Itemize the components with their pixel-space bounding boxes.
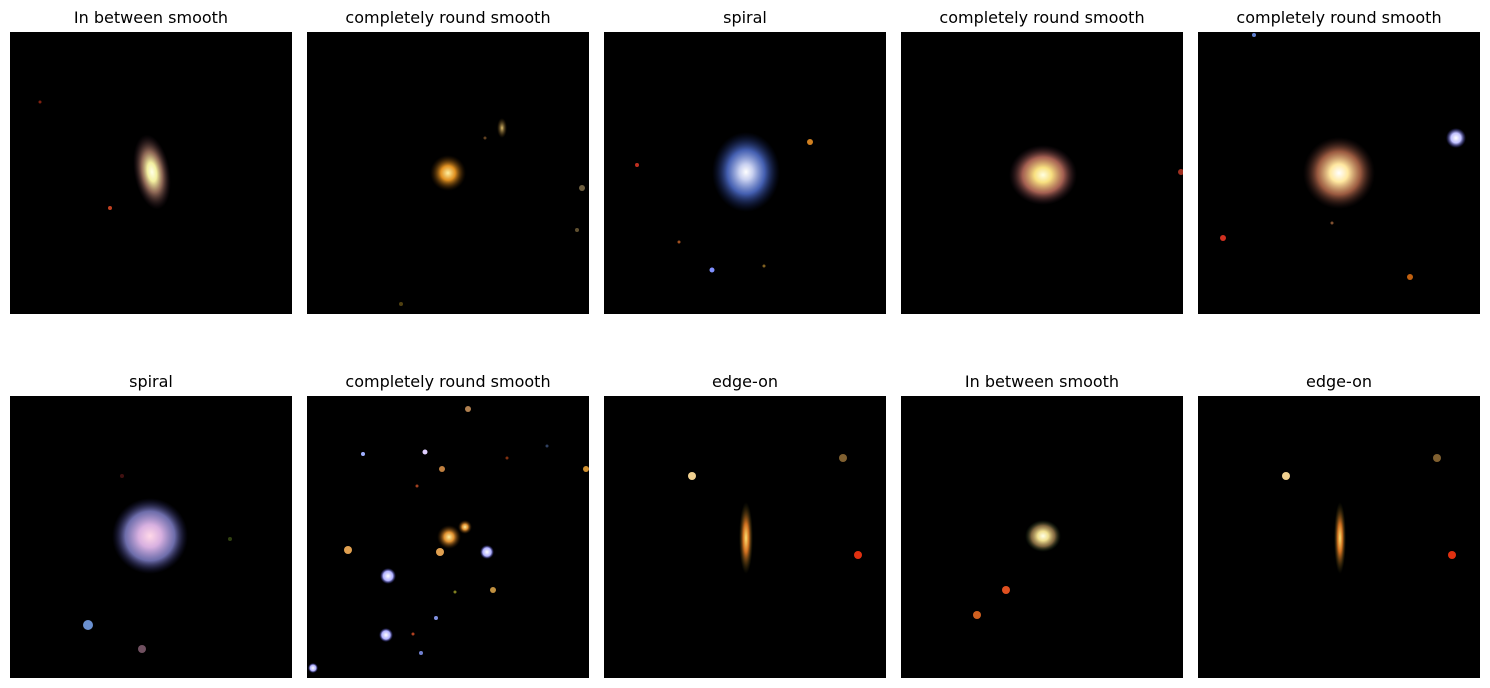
galaxy-image [604, 396, 886, 678]
galaxy-image [307, 32, 589, 314]
panel-title: edge-on [712, 372, 778, 391]
galaxy-image [307, 396, 589, 678]
panel-title: spiral [723, 8, 767, 27]
galaxy-image [901, 396, 1183, 678]
galaxy-image [1198, 396, 1480, 678]
panel-title: completely round smooth [345, 372, 551, 391]
panel-title: In between smooth [73, 8, 229, 27]
galaxy-image [10, 396, 292, 678]
galaxy-image [1198, 32, 1480, 314]
panel-title: In between smooth [964, 372, 1120, 391]
panel-title: completely round smooth [345, 8, 551, 27]
panel-title: completely round smooth [1236, 8, 1442, 27]
galaxy-image [901, 32, 1183, 314]
galaxy-image [604, 32, 886, 314]
panel-title: completely round smooth [939, 8, 1145, 27]
panel-title: spiral [129, 372, 173, 391]
panel-title: edge-on [1306, 372, 1372, 391]
galaxy-image [10, 32, 292, 314]
